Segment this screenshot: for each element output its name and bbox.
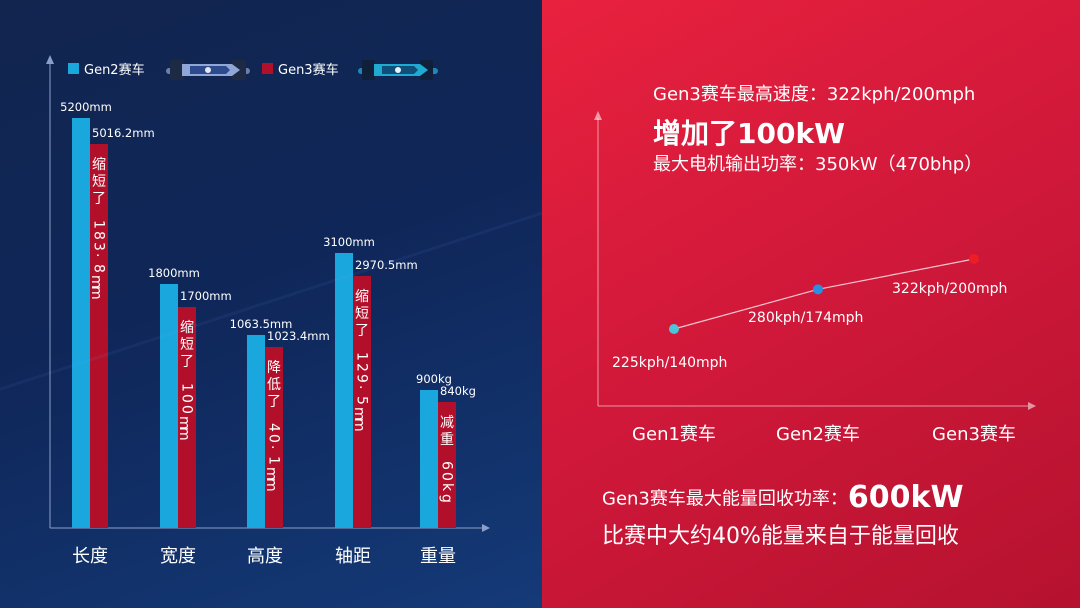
gen2-bar <box>420 390 438 528</box>
gen3-bar <box>90 144 108 528</box>
gen2-value-label: 3100mm <box>323 235 375 249</box>
bar-annotation: 缩短了 1 8 3. 8 m m <box>88 157 109 300</box>
speed-label: 225kph/140mph <box>612 355 727 371</box>
regen-power-value: 600kW <box>847 480 964 515</box>
gen2-value-label: 1063.5mm <box>230 317 293 331</box>
gen2-value-label: 1800mm <box>148 266 200 280</box>
legend-label-2: Gen3赛车 <box>278 62 339 78</box>
generation-label: Gen3赛车 <box>932 424 1016 445</box>
bar-chart: Gen2赛车 Gen3赛车 5200mm 5016.2mm 缩短了 1 8 3. 8 m m 长度 18… <box>46 55 490 567</box>
right-panel: Gen3赛车最高速度：322kph/200mph 增加了100kW 最大电机输出… <box>542 0 1080 608</box>
gen2-bar <box>160 284 178 528</box>
category-label: 重量 <box>420 546 456 567</box>
gen3-value-label: 1023.4mm <box>267 329 330 343</box>
gen2-bar <box>335 253 353 528</box>
legend-swatch-2 <box>262 63 273 74</box>
speed-label: 280kph/174mph <box>748 310 863 326</box>
speed-point <box>669 324 679 334</box>
gen3-bar <box>178 307 196 528</box>
legend-swatch-1 <box>68 63 79 74</box>
gen3-bar <box>265 347 283 528</box>
gen2-value-label: 900kg <box>416 372 452 386</box>
x-axis-arrow <box>482 524 490 532</box>
speed-label: 322kph/200mph <box>892 281 1007 297</box>
speed-line-chart: 225kph/140mph 280kph/174mph 322kph/200mph G… <box>594 111 1036 445</box>
gen2-bar <box>247 335 265 528</box>
regen-power-line: Gen3赛车最大能量回收功率：600kW <box>602 480 964 515</box>
gen2-value-label: 5200mm <box>60 100 112 114</box>
bar-annotation: 降低了 4 0. 1 m m <box>263 360 284 492</box>
power-increase-title: 增加了100kW <box>653 117 845 150</box>
gen2-car-icon <box>166 60 250 80</box>
legend-label-1: Gen2赛车 <box>84 62 145 78</box>
gen3-bar <box>438 402 456 528</box>
x-axis-arrow <box>1028 402 1036 410</box>
regen-power-label: Gen3赛车最大能量回收功率： <box>602 488 848 510</box>
top-speed-text: Gen3赛车最高速度：322kph/200mph <box>653 84 976 105</box>
category-label: 长度 <box>72 546 108 567</box>
motor-power-text: 最大电机输出功率：350kW（470bhp） <box>653 154 983 175</box>
gen3-value-label: 840kg <box>440 384 476 398</box>
bar-annotation: 缩短了 1 2 9. 5 m m <box>351 289 372 432</box>
generation-label: Gen1赛车 <box>632 424 716 445</box>
category-label: 高度 <box>247 546 283 567</box>
category-label: 轴距 <box>335 546 371 567</box>
gen3-value-label: 2970.5mm <box>355 258 418 272</box>
gen3-value-label: 5016.2mm <box>92 126 155 140</box>
bar-annotation: 减重 6 0 k g <box>439 415 455 503</box>
speed-point <box>969 254 979 264</box>
gen3-car-icon <box>358 60 438 80</box>
regen-share-text: 比赛中大约40%能量来自于能量回收 <box>602 524 959 549</box>
speed-point <box>813 284 823 295</box>
left-panel: Gen2赛车 Gen3赛车 5200mm 5016.2mm 缩短了 1 8 3. 8 m m 长度 18… <box>0 0 542 608</box>
generation-label: Gen2赛车 <box>776 424 860 445</box>
category-label: 宽度 <box>160 546 196 567</box>
gen3-value-label: 1700mm <box>180 289 232 303</box>
gen2-bar <box>72 118 90 528</box>
bar-annotation: 缩短了 1 0 0 m m <box>176 320 194 441</box>
y-axis-arrow <box>46 55 54 64</box>
gen3-bar <box>353 276 371 528</box>
y-axis-arrow <box>594 111 602 120</box>
